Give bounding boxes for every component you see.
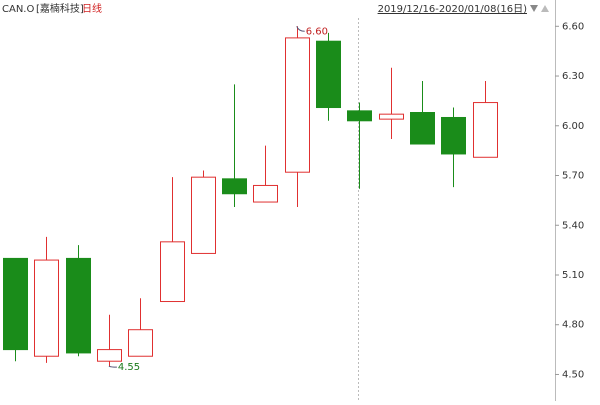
candle-body (347, 110, 372, 122)
candle-body (34, 259, 59, 357)
candle-body (66, 257, 91, 354)
symbol: CAN.O (2, 4, 34, 15)
date-range[interactable]: 2019/12/16-2020/01/08(16日) (378, 4, 528, 15)
candle-body (441, 116, 466, 155)
y-tick-label: 5.70 (562, 171, 584, 182)
stock-name: [嘉楠科技] (36, 2, 84, 15)
y-tick-label: 4.80 (562, 320, 584, 331)
candle-body (316, 40, 341, 109)
candle-body (253, 184, 278, 203)
candle-body (160, 241, 185, 303)
y-tick-label: 6.30 (562, 71, 584, 82)
period: 日线 (82, 2, 102, 15)
candle-body (128, 329, 153, 357)
y-tick-label: 5.40 (562, 220, 584, 231)
y-tick-label: 6.60 (562, 21, 584, 32)
candle-body (3, 257, 28, 351)
candle-body (97, 349, 122, 362)
candle-body (191, 176, 216, 254)
y-tick-label: 6.00 (562, 121, 584, 132)
collapse-icon[interactable] (541, 5, 549, 12)
y-tick-label: 5.10 (562, 270, 584, 281)
annotation-label: 6.60 (306, 26, 328, 37)
annotation-label: 4.55 (118, 362, 140, 373)
candle-body (473, 102, 498, 158)
annotation-pointer (108, 365, 117, 368)
candle-body (285, 37, 310, 173)
annotation-pointer (296, 26, 305, 32)
y-tick-label: 4.50 (562, 369, 584, 380)
dropdown-icon[interactable] (530, 5, 538, 12)
candle-body (379, 113, 404, 120)
candle-body (222, 178, 247, 195)
candle-body (410, 112, 435, 145)
